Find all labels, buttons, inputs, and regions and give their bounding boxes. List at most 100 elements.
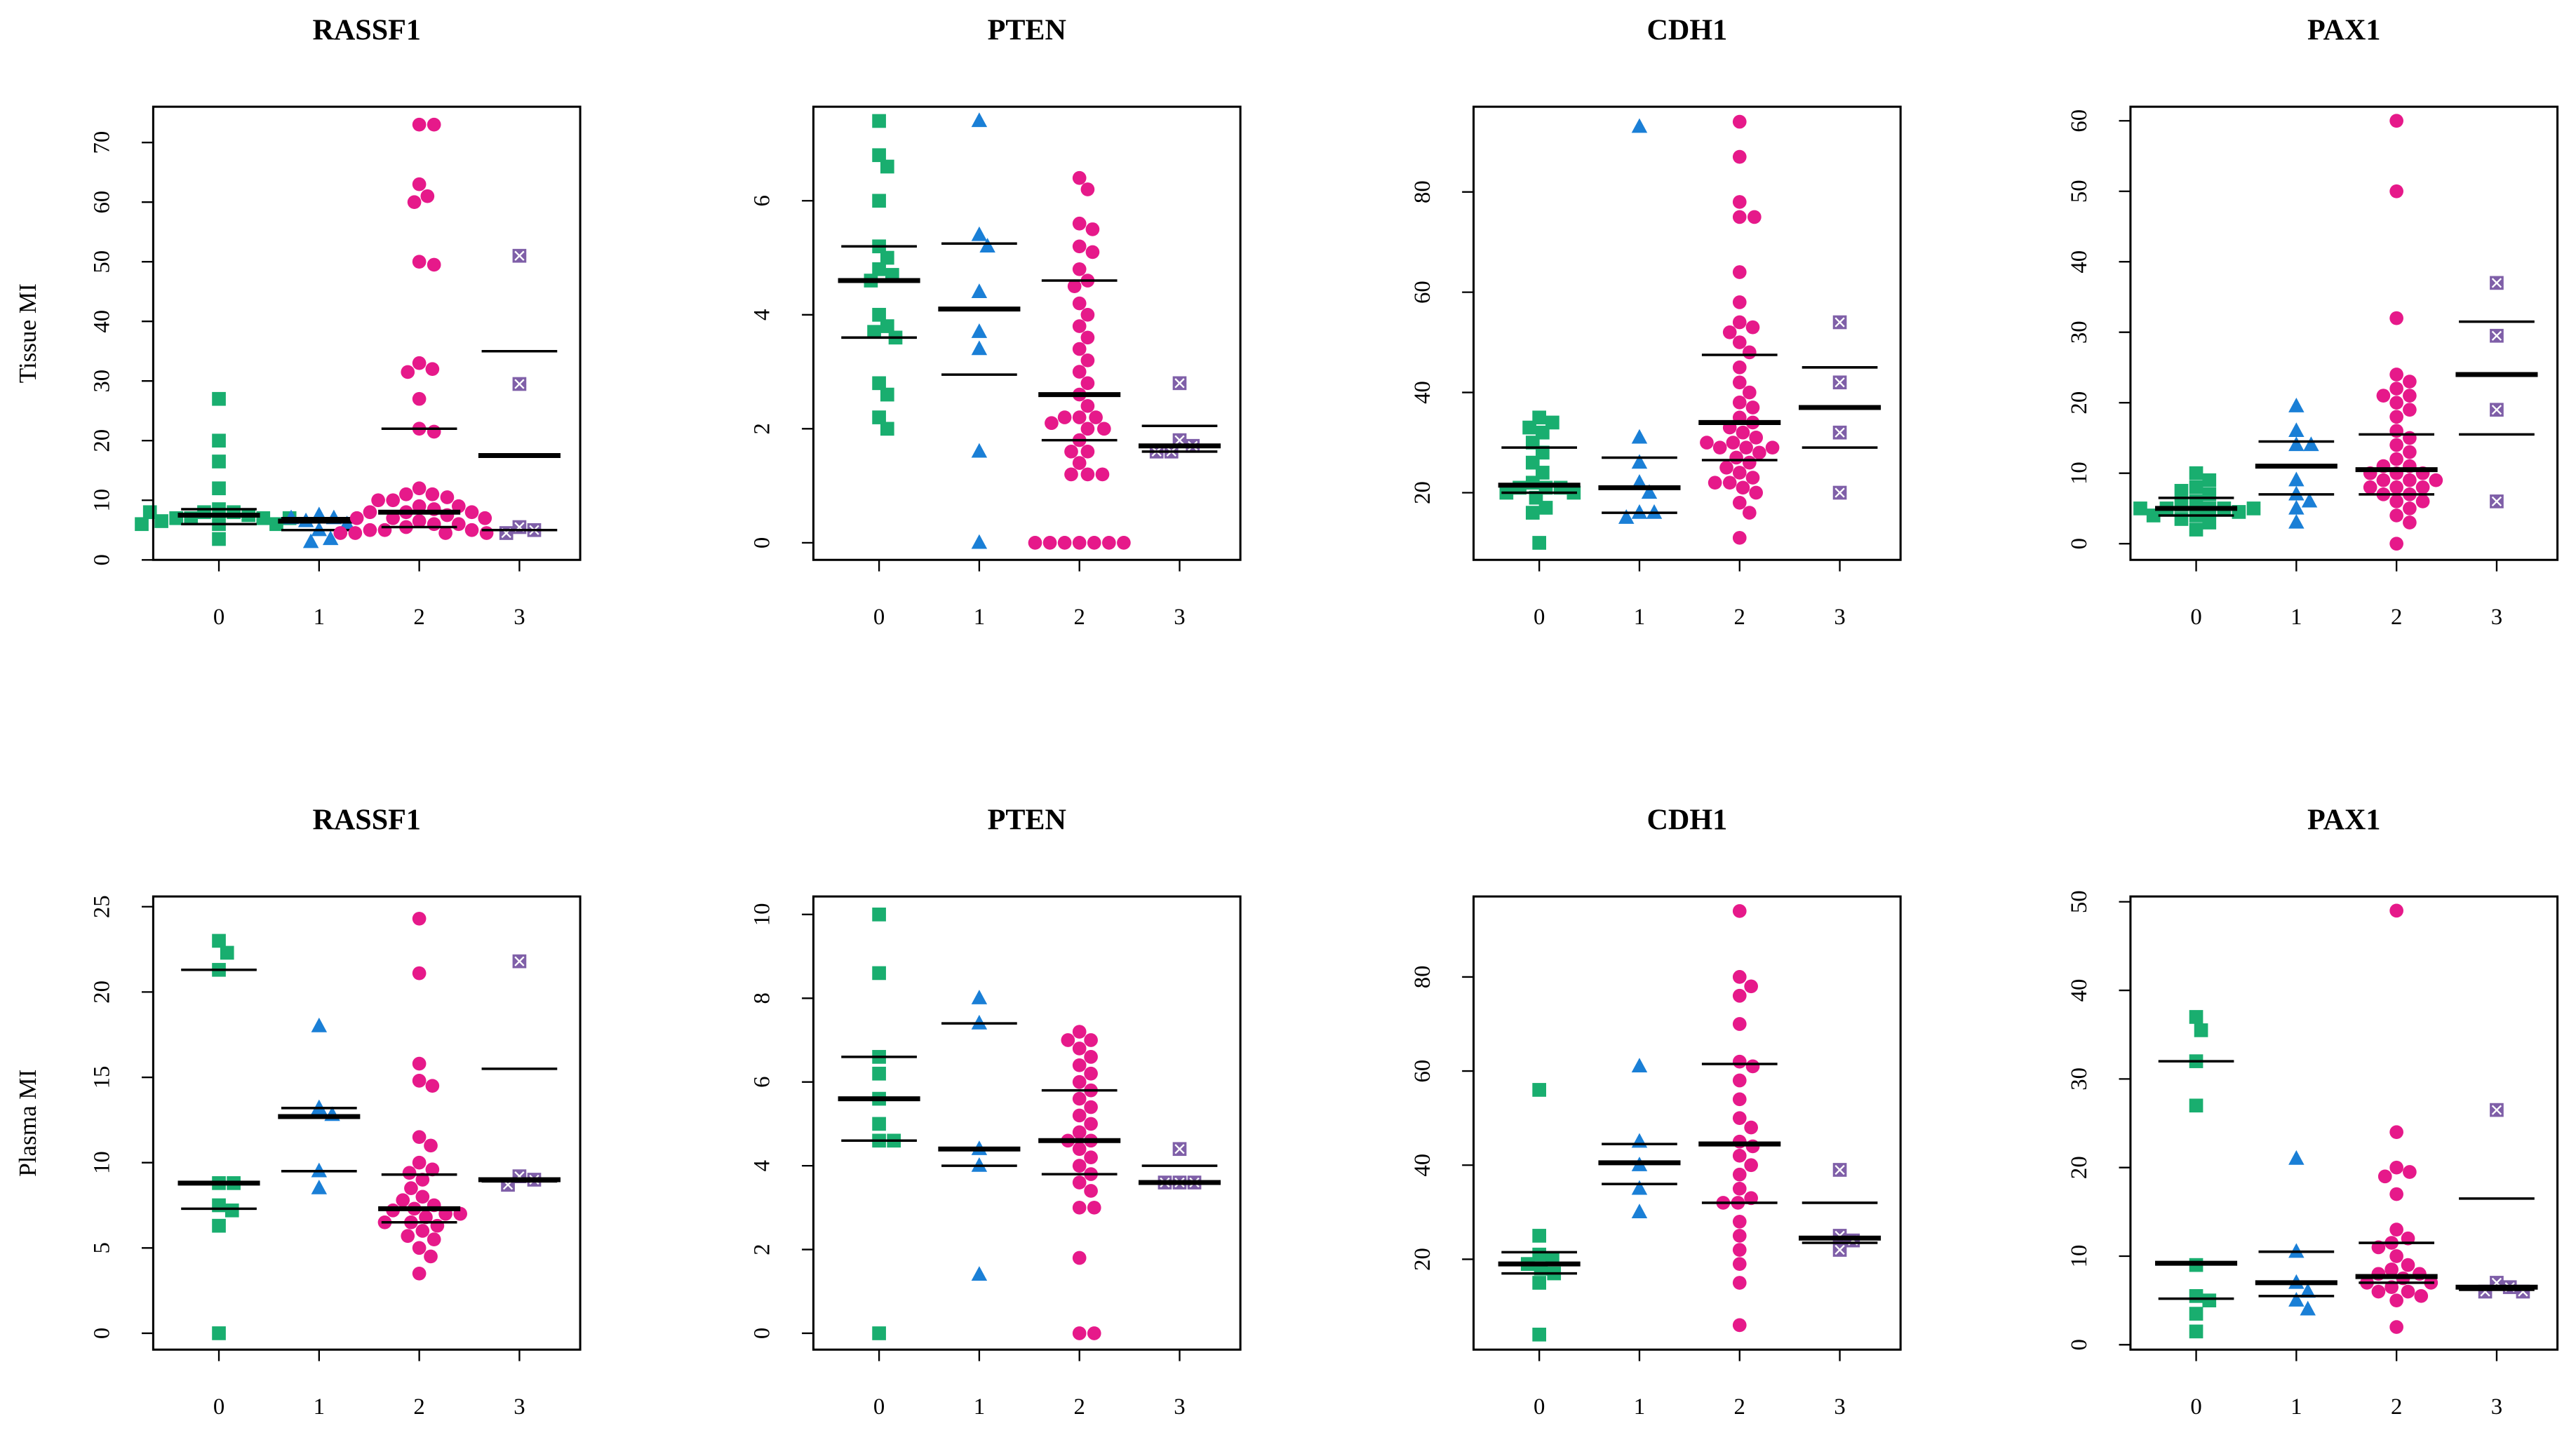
point [1700, 436, 1714, 450]
point [1072, 1201, 1087, 1215]
point [872, 114, 886, 128]
point [2403, 403, 2417, 417]
point [1732, 1149, 1747, 1163]
point [1742, 455, 1757, 470]
panel-title: PTEN [988, 13, 1066, 46]
y-tick-label: 0 [750, 1328, 775, 1339]
point [1631, 429, 1648, 444]
point-cross [1834, 1164, 1845, 1175]
point [1072, 1251, 1087, 1265]
point [363, 505, 377, 520]
point [1732, 210, 1747, 224]
y-tick-label: 8 [750, 992, 775, 1004]
point [2429, 473, 2443, 487]
point-cross [1174, 435, 1185, 445]
point [1745, 1059, 1760, 1074]
point [2377, 1169, 2392, 1184]
y-tick-label: 30 [2067, 1067, 2092, 1091]
point [2288, 513, 2305, 529]
point [1641, 484, 1658, 499]
point [1085, 245, 1100, 260]
point [1067, 279, 1082, 293]
point [2389, 114, 2403, 128]
point [2202, 1293, 2217, 1307]
point [2189, 523, 2203, 537]
y-tick-label: 10 [2067, 462, 2092, 485]
point [1084, 1050, 1098, 1064]
point [1538, 501, 1553, 515]
point-cross [514, 956, 525, 966]
y-tick-label: 0 [750, 537, 775, 548]
y-tick-label: 20 [2067, 391, 2092, 415]
point [1732, 495, 1747, 510]
point [1172, 376, 1187, 391]
point [2415, 480, 2430, 494]
y-tick-label: 20 [90, 429, 115, 452]
point [1742, 345, 1757, 360]
point [971, 443, 988, 458]
point [2300, 1283, 2316, 1298]
point [1732, 335, 1747, 349]
point [1072, 216, 1087, 231]
y-tick-label: 40 [90, 310, 115, 333]
point [311, 1099, 328, 1114]
point-cross [2491, 330, 2502, 341]
point [1080, 399, 1095, 413]
y-tick-label: 40 [1410, 1154, 1435, 1177]
point [1752, 445, 1766, 460]
point [1732, 1318, 1747, 1333]
point [971, 340, 988, 356]
point [1087, 1201, 1101, 1215]
point [2403, 445, 2417, 459]
point [1732, 466, 1747, 480]
panel: PTEN 0 2 4 6 0 1 2 3 [750, 13, 1242, 630]
y-tick-label: 0 [90, 554, 115, 565]
point [396, 1193, 410, 1208]
x-tick-label: 0 [1534, 605, 1545, 630]
y-tick-label: 50 [90, 250, 115, 274]
y-tick-label: 4 [750, 1160, 775, 1171]
point [1749, 485, 1764, 500]
panel: CDH1 20 40 60 80 0 1 2 3 [1410, 803, 1902, 1420]
point [1072, 342, 1087, 356]
point [464, 523, 479, 537]
y-tick-label: 50 [2067, 890, 2092, 913]
point [1729, 450, 1743, 465]
point [412, 255, 427, 269]
point [212, 391, 226, 406]
panel-title: RASSF1 [312, 803, 421, 836]
y-tick-label: 50 [2067, 180, 2092, 203]
point [1080, 376, 1095, 391]
plot-frame [812, 105, 1242, 561]
point [1084, 1117, 1098, 1131]
y-tick-label: 20 [1410, 1248, 1435, 1271]
point [333, 526, 348, 540]
point [2288, 1291, 2305, 1307]
x-tick-label: 3 [1834, 605, 1845, 630]
point [872, 1117, 886, 1131]
point-cross [514, 250, 525, 261]
point [1732, 970, 1747, 984]
point [971, 1157, 988, 1172]
point [427, 424, 441, 439]
panel-title: CDH1 [1647, 13, 1728, 46]
y-tick-label: 5 [90, 1242, 115, 1253]
point [1080, 353, 1095, 368]
point [1042, 536, 1057, 550]
point [872, 262, 886, 276]
point [1732, 149, 1747, 164]
point [212, 1198, 226, 1213]
y-tick-label: 70 [90, 131, 115, 154]
point [1745, 320, 1760, 335]
point [1072, 1025, 1087, 1039]
point [2288, 436, 2305, 452]
point [2389, 1125, 2403, 1139]
point [1072, 1091, 1087, 1106]
point [2202, 473, 2217, 487]
x-tick-label: 3 [514, 1394, 525, 1420]
point [212, 1218, 226, 1233]
point [2389, 537, 2403, 551]
point [1732, 360, 1747, 375]
point [415, 1190, 430, 1204]
